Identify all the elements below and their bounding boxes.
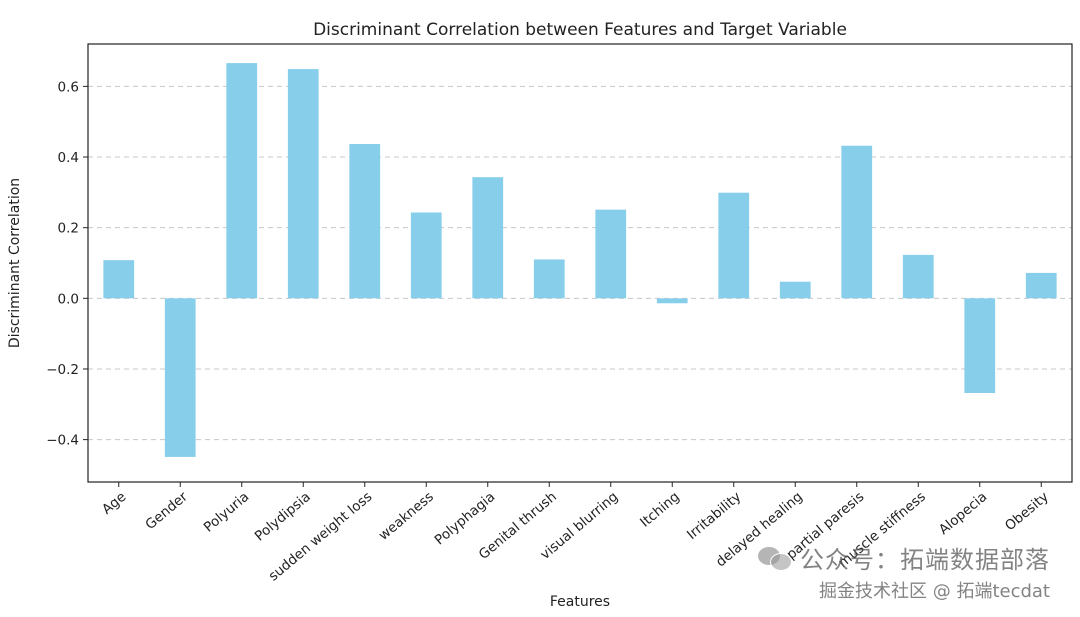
bar-polydipsia [287, 69, 319, 299]
watermark-line1-text: 公众号：拓端数据部落 [800, 546, 1050, 574]
y-tick-label: 0.6 [58, 79, 79, 95]
x-tick-label: Gender [142, 489, 191, 534]
x-tick-label: Itching [637, 489, 683, 531]
bars [103, 63, 1057, 457]
y-tick-label: 0.0 [58, 291, 79, 307]
bar-obesity [1025, 272, 1057, 299]
y-tick-label: 0.2 [58, 221, 79, 237]
bar-partial-paresis [841, 145, 873, 299]
bar-age [103, 260, 135, 299]
bar-genital-thrush [533, 259, 565, 299]
bar-sudden-weight-loss [349, 143, 381, 299]
bar-irritability [718, 192, 750, 299]
bar-delayed-healing [779, 281, 811, 299]
wechat-icon [758, 545, 792, 571]
x-tick-label: Irritability [684, 489, 744, 543]
x-tick-label: Alopecia [936, 489, 990, 538]
x-axis-label: Features [550, 594, 610, 610]
x-tick-label: Age [99, 489, 129, 518]
x-tick-label: Polyuria [201, 489, 252, 536]
watermark: 公众号：拓端数据部落 掘金技术社区 @ 拓端tecdat [758, 540, 1050, 603]
plot-frame [87, 43, 1073, 483]
x-tick-label: weakness [376, 489, 437, 544]
bar-weakness [410, 212, 442, 299]
x-tick-label: sudden weight loss [266, 489, 376, 585]
y-tick-label: −0.2 [46, 362, 79, 378]
bar-itching [656, 298, 688, 304]
y-axis-label: Discriminant Correlation [7, 178, 23, 348]
x-tick-label: Obesity [1002, 489, 1052, 534]
chart-title: Discriminant Correlation between Feature… [313, 20, 847, 40]
y-tick-label: 0.4 [58, 150, 79, 166]
watermark-line2: 掘金技术社区 @ 拓端tecdat [819, 581, 1050, 602]
bar-muscle-stiffness [902, 254, 934, 299]
bar-polyuria [226, 63, 258, 299]
watermark-line1: 公众号：拓端数据部落 [758, 540, 1050, 575]
y-tick-label: −0.4 [46, 433, 79, 449]
bar-polyphagia [472, 177, 504, 299]
bar-visual-blurring [595, 209, 627, 299]
bar-alopecia [964, 298, 996, 393]
bar-gender [164, 298, 196, 457]
y-axis-ticks: −0.4 −0.2 0.0 0.2 0.4 0.6 [46, 79, 88, 449]
x-tick-label: Polydipsia [252, 489, 314, 545]
